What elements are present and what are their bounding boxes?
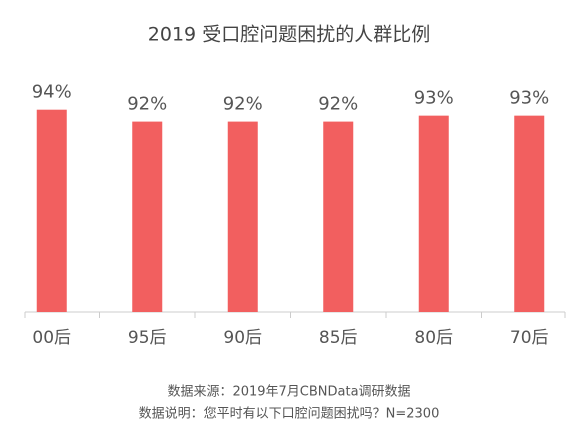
description-note: 数据说明：您平时有以下口腔问题困扰吗？N=2300 [139,406,440,422]
source-note: 数据来源：2019年7月CBNData调研数据 [167,385,410,400]
value-label: 92% [318,94,358,115]
bar [36,109,67,312]
x-tick-label: 85后 [319,328,358,348]
bar [418,115,449,313]
x-tick-label: 90后 [223,328,262,348]
bar [323,121,354,312]
value-label: 93% [414,88,454,109]
bar [227,121,258,312]
x-tick-label: 70后 [510,328,549,348]
chart-title: 2019 受口腔问题困扰的人群比例 [148,24,430,46]
value-label: 94% [32,82,72,103]
bar [132,121,163,312]
x-tick-label: 80后 [414,328,453,348]
x-tick-label: 95后 [128,328,167,348]
bar [514,115,545,313]
value-label: 92% [127,94,167,115]
value-label: 93% [509,88,549,109]
value-label: 92% [223,94,263,115]
x-tick-label: 00后 [32,328,71,348]
